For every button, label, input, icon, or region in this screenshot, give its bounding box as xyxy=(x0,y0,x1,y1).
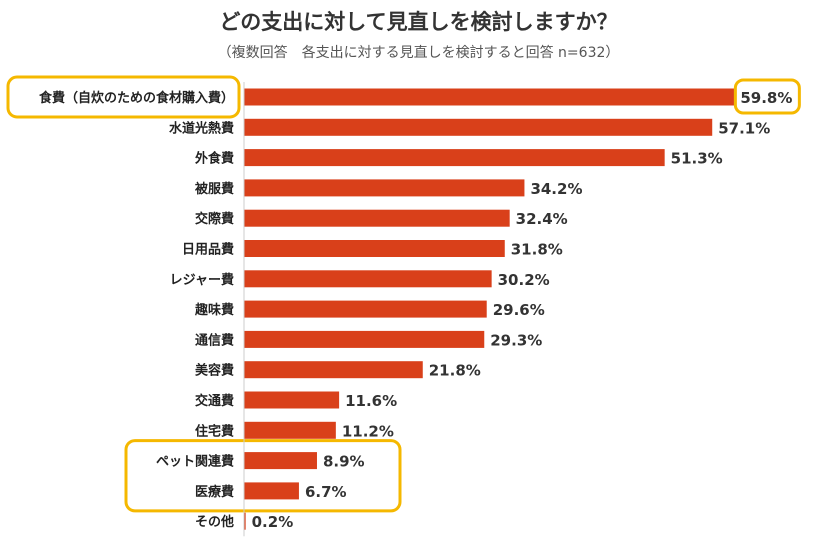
bar-14 xyxy=(244,482,299,500)
category-label: レジャー費 xyxy=(170,272,234,288)
value-label: 32.4% xyxy=(516,210,568,228)
value-label: 59.8% xyxy=(740,89,792,107)
value-label: 57.1% xyxy=(718,119,770,137)
bar-15 xyxy=(244,512,246,530)
category-label: 外食費 xyxy=(194,151,234,167)
bar-13 xyxy=(244,452,317,470)
value-label: 51.3% xyxy=(671,150,723,168)
category-label: 水道光熱費 xyxy=(169,120,234,136)
category-label: 住宅費 xyxy=(195,423,234,439)
bar-1 xyxy=(244,88,735,106)
bar-3 xyxy=(244,149,665,167)
category-label: 通信費 xyxy=(195,332,234,348)
value-label: 30.2% xyxy=(498,271,550,289)
category-label: ペット関連費 xyxy=(156,454,234,470)
bar-7 xyxy=(244,270,492,288)
bar-4 xyxy=(244,179,525,197)
highlight-frame-value xyxy=(733,78,801,115)
value-label: 34.2% xyxy=(530,180,582,198)
value-label: 29.6% xyxy=(493,301,545,319)
value-label: 6.7% xyxy=(305,483,347,501)
category-label: 交際費 xyxy=(195,211,234,227)
category-label: その他 xyxy=(195,514,234,530)
bar-2 xyxy=(244,118,713,136)
bar-9 xyxy=(244,330,485,348)
value-label: 0.2% xyxy=(252,513,294,531)
value-label: 11.6% xyxy=(345,392,397,410)
value-label: 21.8% xyxy=(429,362,481,380)
bar-10 xyxy=(244,361,423,379)
category-label: 交通費 xyxy=(195,393,234,409)
value-label: 8.9% xyxy=(323,453,365,471)
bar-12 xyxy=(244,421,336,439)
value-label: 11.2% xyxy=(342,422,394,440)
category-label: 趣味費 xyxy=(194,302,234,318)
category-label: 食費（自炊のための食材購入費） xyxy=(39,90,234,106)
highlight-frame-1 xyxy=(6,75,241,119)
bar-8 xyxy=(244,300,487,318)
bar-11 xyxy=(244,391,340,409)
category-label: 被服費 xyxy=(194,181,234,197)
bar-6 xyxy=(244,240,505,257)
category-label: 医療費 xyxy=(195,484,234,500)
highlight-frame-2 xyxy=(124,439,402,513)
chart-title: どの支出に対して見直しを検討しますか？ xyxy=(219,10,618,34)
chart-subtitle: （複数回答 各支出に対する見直しを検討すると回答 n=632） xyxy=(217,45,620,61)
bar-5 xyxy=(244,209,510,227)
value-label: 29.3% xyxy=(490,331,542,349)
value-label: 31.8% xyxy=(511,241,563,259)
category-label: 日用品費 xyxy=(182,242,234,258)
category-label: 美容費 xyxy=(195,363,234,379)
